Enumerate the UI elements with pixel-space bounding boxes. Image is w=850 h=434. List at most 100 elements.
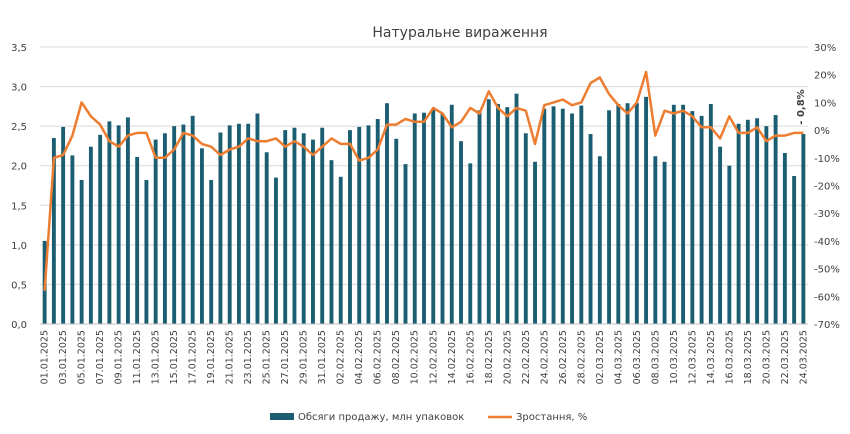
bar [449,104,454,324]
bar [681,104,686,324]
left-tick-label: 2,5 [11,122,27,133]
right-tick-label: -40% [814,237,840,248]
bar [708,103,713,325]
line-series [43,70,804,291]
bar [264,152,269,324]
bar [671,104,676,324]
bar [51,138,56,324]
bar [412,113,417,324]
bar [625,103,630,324]
bar [162,133,167,324]
bar [375,119,380,325]
x-tick-label: 29.01.2025 [299,330,310,384]
bar [801,134,806,324]
x-tick-label: 02.02.2025 [336,330,347,384]
right-tick-label: 30% [814,43,836,54]
right-tick-label: 20% [814,71,836,82]
x-tick-label: 18.03.2025 [743,330,754,384]
bar [79,179,84,324]
x-tick-label: 08.02.2025 [391,330,402,384]
bar [199,148,204,324]
bar [782,153,787,324]
bar [570,113,574,324]
bar [486,99,491,324]
x-tick-label: 15.01.2025 [169,330,180,384]
bar [190,115,195,325]
right-tick-label: 0% [814,126,830,137]
x-tick-label: 13.01.2025 [151,330,162,384]
right-axis: -70% -60% -50% -40% -30% -20% -10% 0% 10% 20% 30% [814,43,840,331]
left-tick-label: 1,0 [11,241,27,252]
x-tick-label: 24.03.2025 [798,330,809,384]
right-tick-label: -50% [814,265,840,276]
x-tick-label: 28.02.2025 [576,330,587,384]
bar [459,141,463,324]
right-tick-label: -30% [814,209,840,220]
bar [514,93,519,325]
bar [588,134,593,324]
right-tick-label: -10% [814,154,840,165]
x-tick-label: 09.01.2025 [114,330,125,384]
bar [597,156,602,324]
bar [153,139,158,324]
bar [764,126,769,325]
left-tick-label: 1,5 [11,201,27,212]
x-tick-label: 02.03.2025 [595,330,606,384]
bar [274,177,278,324]
bar [579,105,584,325]
legend: Обсяги продажу, млн упаковок Зростання, … [270,412,587,423]
left-tick-label: 2,0 [11,162,27,173]
annotation-label: - 0,8% [796,89,807,124]
x-tick-label: 27.01.2025 [280,330,291,384]
bar [329,160,334,324]
x-tick-label: 04.03.2025 [613,330,624,384]
bar [551,106,556,324]
bar [88,146,93,324]
x-tick-label: 06.03.2025 [632,330,643,384]
bar [338,176,343,324]
bar [181,124,186,324]
bar [505,107,510,324]
x-tick-label: 03.01.2025 [58,330,69,384]
left-tick-label: 3,5 [11,43,27,54]
bar [403,164,408,324]
bar [385,103,389,324]
bar [690,111,695,324]
bar [107,121,112,324]
bar [236,123,241,324]
bar [644,96,649,324]
bar [61,126,66,324]
left-tick-label: 0,0 [11,320,27,331]
x-tick-label: 11.01.2025 [132,330,143,384]
bar [301,133,306,324]
bar [283,130,288,324]
growth-line [43,70,804,291]
legend-bar-label: Обсяги продажу, млн упаковок [298,412,464,423]
bar [209,179,214,324]
bar [431,109,436,324]
x-tick-label: 16.02.2025 [465,330,476,384]
bar [634,103,639,324]
bar [116,125,121,324]
bar [745,119,750,324]
x-tick-label: 25.01.2025 [262,330,273,384]
x-tick-label: 20.03.2025 [761,330,772,384]
x-tick-label: 17.01.2025 [188,330,199,384]
x-tick-label: 12.03.2025 [687,330,698,384]
bar [98,134,103,324]
bar [366,125,371,324]
bar [727,165,732,324]
x-tick-label: 14.03.2025 [706,330,717,384]
bar [125,117,130,325]
x-tick-label: 06.02.2025 [373,330,384,384]
bar [533,161,537,324]
x-tick-label: 24.02.2025 [539,330,550,384]
bar [477,110,482,324]
left-axis: 0,0 0,5 1,0 1,5 2,0 2,5 3,0 3,5 [11,43,27,331]
bar [292,127,297,325]
bar [172,126,177,325]
left-tick-label: 0,5 [11,280,27,291]
bar [246,123,251,324]
bar [718,146,723,324]
